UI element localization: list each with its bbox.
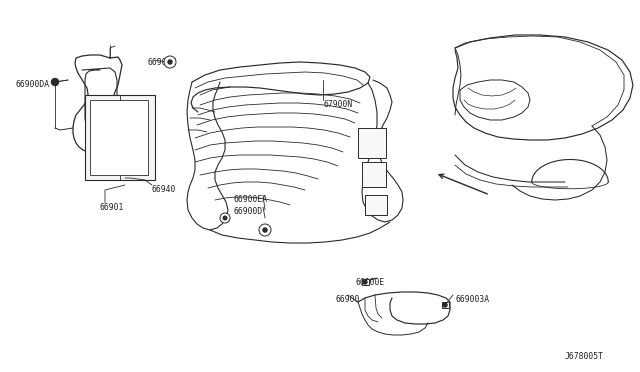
Text: 66900D: 66900D — [233, 207, 262, 216]
Circle shape — [168, 60, 172, 64]
Circle shape — [259, 224, 271, 236]
Bar — [365, 195, 387, 215]
Text: 67900N: 67900N — [323, 100, 352, 109]
Circle shape — [264, 228, 266, 231]
Text: 669003A: 669003A — [455, 295, 489, 304]
Circle shape — [363, 280, 367, 284]
Circle shape — [444, 304, 447, 307]
Bar — [442, 302, 449, 308]
Text: 66900E: 66900E — [148, 58, 177, 67]
Bar — [358, 128, 386, 158]
Text: J678005T: J678005T — [565, 352, 604, 361]
Text: 66940: 66940 — [152, 185, 177, 194]
Bar — [90, 100, 148, 175]
Circle shape — [223, 216, 227, 220]
Circle shape — [164, 56, 176, 68]
Circle shape — [263, 228, 267, 232]
Circle shape — [443, 303, 447, 307]
Circle shape — [51, 78, 58, 86]
Bar — [362, 279, 369, 285]
Text: 66900DA: 66900DA — [15, 80, 49, 89]
Text: 66900EA: 66900EA — [233, 195, 267, 204]
Text: 66901: 66901 — [100, 203, 124, 212]
Text: 66900: 66900 — [335, 295, 360, 304]
Bar — [362, 162, 386, 187]
Circle shape — [220, 213, 230, 223]
Text: 66900E: 66900E — [355, 278, 384, 287]
Bar — [85, 95, 155, 180]
